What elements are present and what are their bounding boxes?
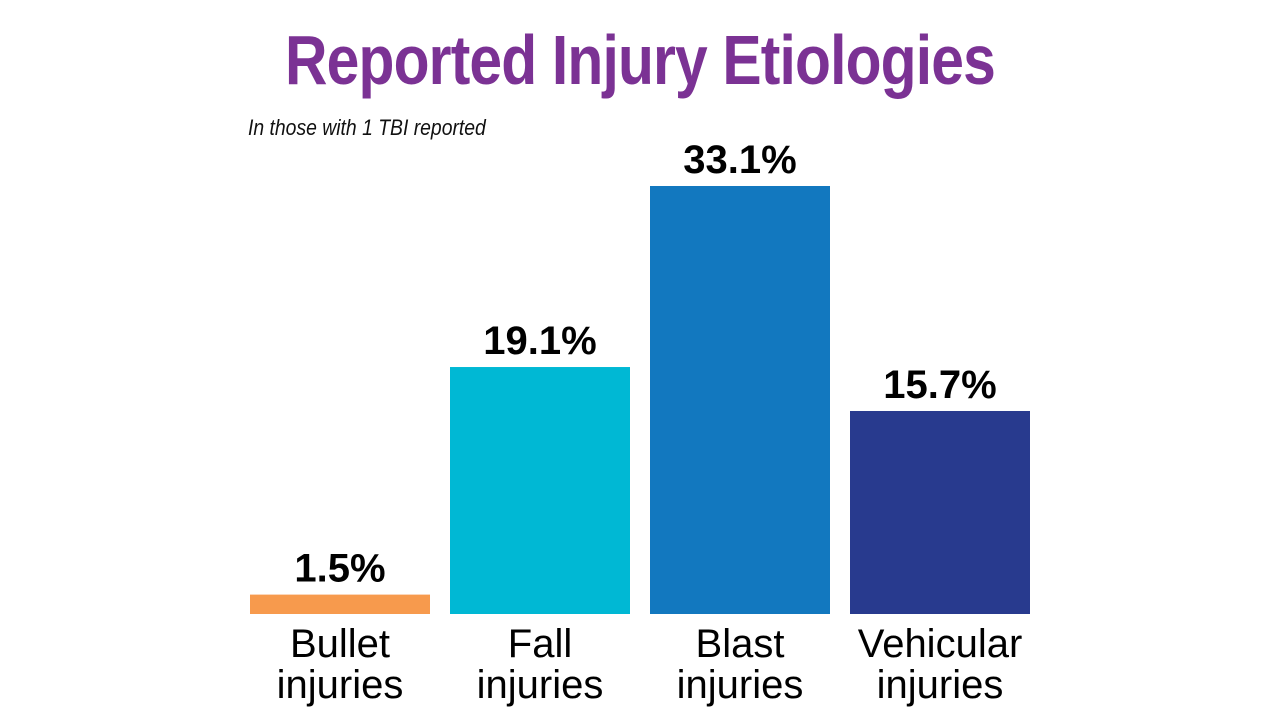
category-label: Blast (696, 622, 785, 666)
bar-value-label: 19.1% (483, 319, 596, 363)
bar-value-label: 33.1% (683, 138, 796, 182)
bar (250, 594, 430, 614)
bar (850, 410, 1030, 614)
category-label: injuries (477, 663, 604, 707)
category-label: injuries (877, 663, 1004, 707)
category-label: injuries (677, 663, 804, 707)
category-label: injuries (277, 663, 404, 707)
chart-subtitle: In those with 1 TBI reported (248, 115, 486, 140)
bar (450, 367, 630, 614)
bar-value-label: 1.5% (294, 547, 385, 591)
bar-value-label: 15.7% (883, 363, 996, 407)
bar (650, 186, 830, 614)
category-label: Fall (508, 622, 572, 666)
chart-title: Reported Injury Etiologies (285, 21, 996, 99)
category-label: Vehicular (858, 622, 1023, 666)
category-label: Bullet (290, 622, 390, 666)
